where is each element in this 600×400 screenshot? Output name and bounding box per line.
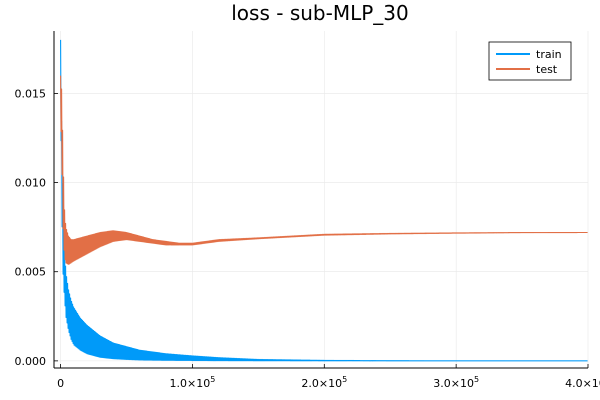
chart-title: loss - sub-MLP_30	[231, 1, 408, 25]
ticks: 0 1.0×105 2.0×105 3.0×105 4.0×105 0.000 0.005 0…	[15, 87, 600, 390]
legend-box	[488, 41, 572, 81]
y-tick-label: 0.015	[15, 87, 47, 100]
y-tick-label: 0.000	[15, 355, 47, 368]
x-tick-label: 3.0×105	[433, 375, 479, 390]
axes	[53, 31, 588, 369]
series-layer	[60, 39, 588, 362]
x-tick-label: 1.0×105	[170, 375, 216, 390]
legend-label-train: train	[536, 48, 562, 61]
series-line-test	[60, 75, 588, 265]
series-line-train	[60, 39, 588, 362]
y-tick-label: 0.010	[15, 177, 47, 190]
legend-label-test: test	[536, 63, 558, 76]
x-tick-label: 4.0×105	[565, 375, 600, 390]
x-tick-label: 0	[57, 377, 64, 390]
x-tick-label: 2.0×105	[301, 375, 347, 390]
legend: train test	[488, 41, 572, 81]
y-tick-label: 0.005	[15, 266, 47, 279]
